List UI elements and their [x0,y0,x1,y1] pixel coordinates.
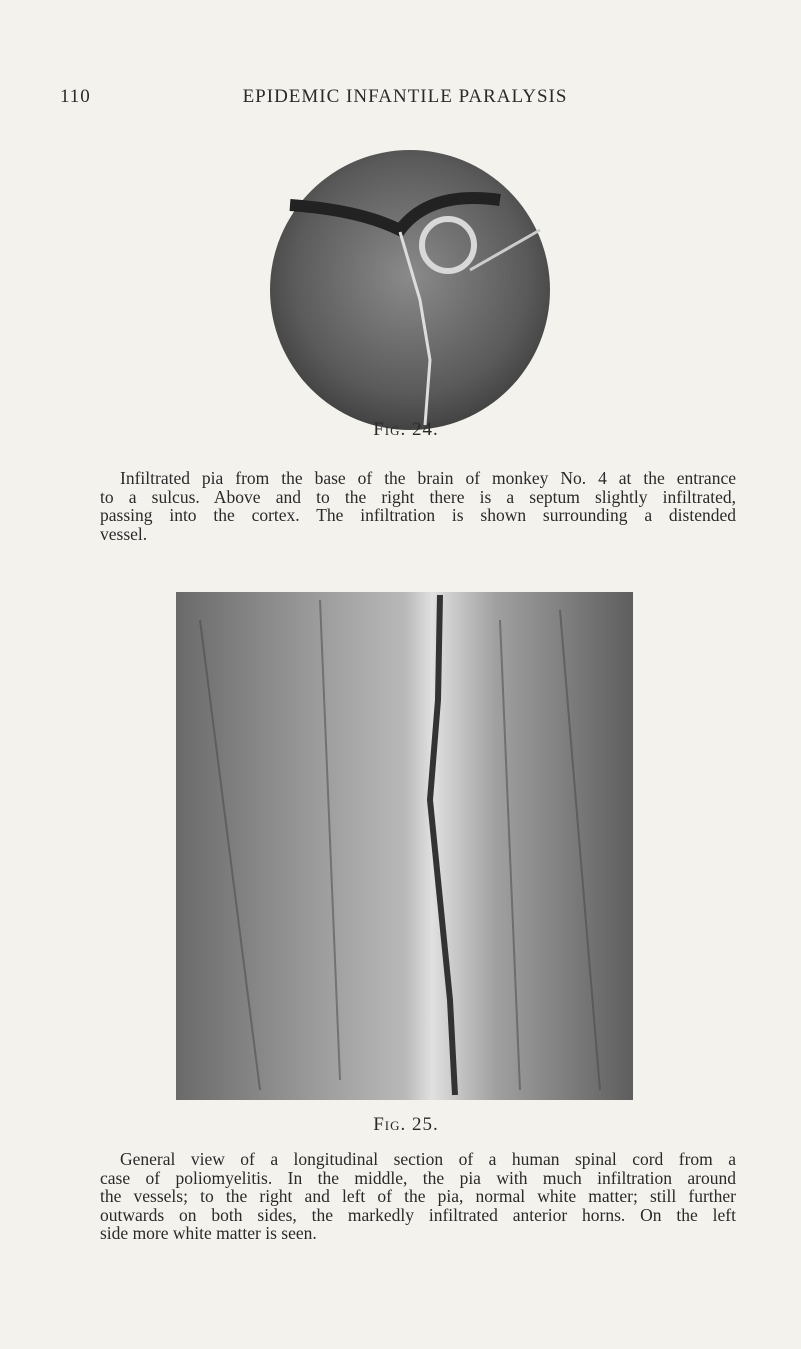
caption-line: to a sulcus. Above and to the right ther… [100,486,736,507]
caption-line: vessel. [100,523,148,544]
caption-line: side more white matter is seen. [100,1223,317,1243]
figure-label: Fig. 24. [373,419,439,440]
figure-label: Fig. 25. [373,1114,439,1135]
caption-line: Infiltrated pia from the base of the bra… [120,468,736,488]
figure-24-image [270,150,550,430]
caption-line: the vessels; to the right and left of th… [100,1186,736,1206]
caption-line: General view of a longitudinal section o… [120,1149,736,1169]
figure-25-image [176,592,633,1100]
caption-line: outwards on both sides, the markedly inf… [100,1204,736,1225]
caption: General view of a longitudinal section o… [100,1150,736,1243]
running-title: EPIDEMIC INFANTILE PARALYSIS [242,86,568,107]
caption-line: case of poliomyelitis. In the middle, th… [100,1167,736,1188]
page-number: 110 [60,86,91,107]
caption-line: passing into the cortex. The infiltratio… [100,505,736,525]
caption: Infiltrated pia from the base of the bra… [100,469,736,543]
